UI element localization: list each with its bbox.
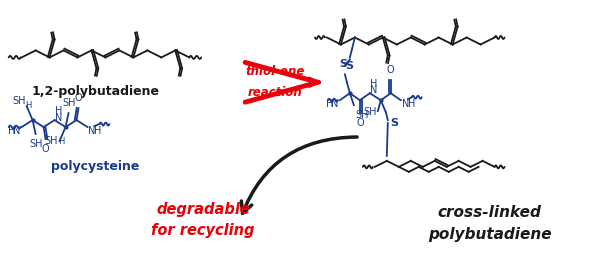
Text: SH: SH	[363, 107, 377, 117]
Text: O: O	[75, 93, 82, 103]
Text: SH: SH	[63, 98, 76, 108]
Text: N: N	[402, 99, 409, 109]
Text: reaction: reaction	[247, 86, 302, 99]
Text: polycysteine: polycysteine	[51, 160, 140, 173]
Text: H: H	[408, 99, 415, 109]
Text: S: S	[339, 59, 347, 69]
Text: H: H	[8, 126, 16, 136]
Text: degradable
for recycling: degradable for recycling	[152, 202, 255, 238]
Text: O: O	[42, 144, 49, 154]
Text: SH: SH	[356, 110, 370, 120]
Text: N: N	[88, 126, 95, 136]
Text: thiol-ene: thiol-ene	[246, 65, 305, 78]
Text: H: H	[55, 106, 62, 116]
Text: H: H	[370, 79, 377, 89]
Text: H: H	[94, 126, 101, 136]
Text: H: H	[58, 138, 65, 147]
Text: cross-linked: cross-linked	[438, 205, 542, 220]
Text: SH: SH	[12, 96, 25, 106]
Text: SH: SH	[30, 139, 43, 149]
Text: N: N	[370, 85, 377, 95]
Text: H: H	[25, 101, 32, 110]
Text: SH: SH	[45, 136, 58, 146]
Text: polybutadiene: polybutadiene	[428, 227, 551, 242]
Text: S: S	[389, 118, 398, 128]
Text: N: N	[331, 99, 338, 109]
Text: H: H	[326, 99, 334, 109]
Text: 1,2-polybutadiene: 1,2-polybutadiene	[31, 85, 160, 98]
Text: O: O	[356, 118, 364, 128]
Text: S: S	[345, 61, 353, 72]
Text: N: N	[13, 126, 20, 136]
Text: O: O	[387, 65, 394, 75]
Text: N: N	[55, 113, 62, 123]
